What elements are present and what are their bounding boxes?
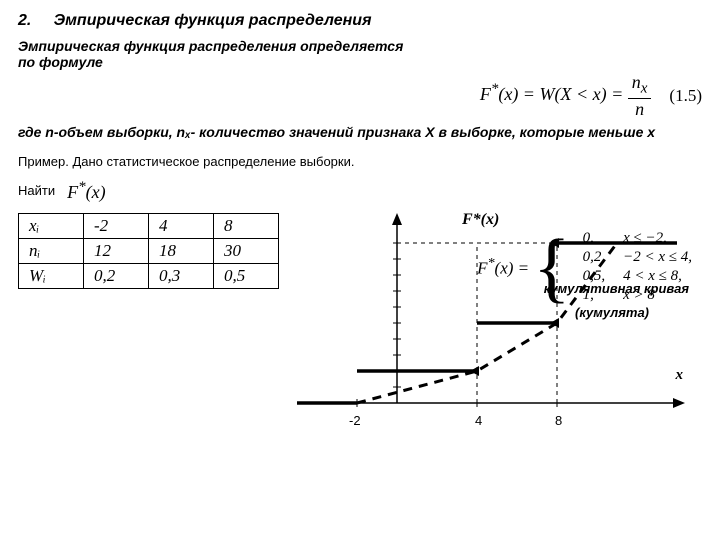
equation-number: (1.5) xyxy=(669,86,702,106)
subtitle-line2: по формуле xyxy=(18,54,702,70)
subtitle-line1: Эмпирическая функция распределения опред… xyxy=(18,38,702,54)
formula-row: F*(x) = W(X < x) = nxn (1.5) xyxy=(18,72,702,120)
annotation-cumulative-paren: (кумулята) xyxy=(575,305,649,320)
subtitle: Эмпирическая функция распределения опред… xyxy=(18,38,702,70)
table-row: xᵢ -2 4 8 xyxy=(19,213,279,238)
x-axis-label: x xyxy=(676,367,684,384)
find-row: Найти F*(x) xyxy=(18,179,702,203)
annotation-cumulative: кумулятивная кривая xyxy=(544,281,689,296)
section-heading: 2. Эмпирическая функция распределения xyxy=(18,12,702,30)
formula-main: F*(x) = W(X < x) = nxn xyxy=(480,72,652,120)
table-row: Wᵢ 0,2 0,3 0,5 xyxy=(19,263,279,288)
fstar-expression: F*(x) xyxy=(67,179,106,203)
y-axis-label: F*(x) xyxy=(462,211,499,229)
table-row: nᵢ 12 18 30 xyxy=(19,238,279,263)
x-tick-label: -2 xyxy=(349,413,361,428)
x-tick-label: 4 xyxy=(475,413,482,428)
x-tick-label: 8 xyxy=(555,413,562,428)
heading-number: 2. xyxy=(18,12,31,29)
data-table: xᵢ -2 4 8 nᵢ 12 18 30 Wᵢ 0,2 0,3 0,5 xyxy=(18,213,279,289)
heading-text: Эмпирическая функция распределения xyxy=(54,12,372,29)
chart-svg xyxy=(287,213,687,438)
where-text: где n-объем выборки, nₓ- количество знач… xyxy=(18,124,702,140)
step-function-chart: F*(x) кумулятивная кривая (кумулята) x -… xyxy=(287,213,687,438)
example-text: Пример. Дано статистическое распределени… xyxy=(18,154,702,169)
find-label: Найти xyxy=(18,183,55,198)
